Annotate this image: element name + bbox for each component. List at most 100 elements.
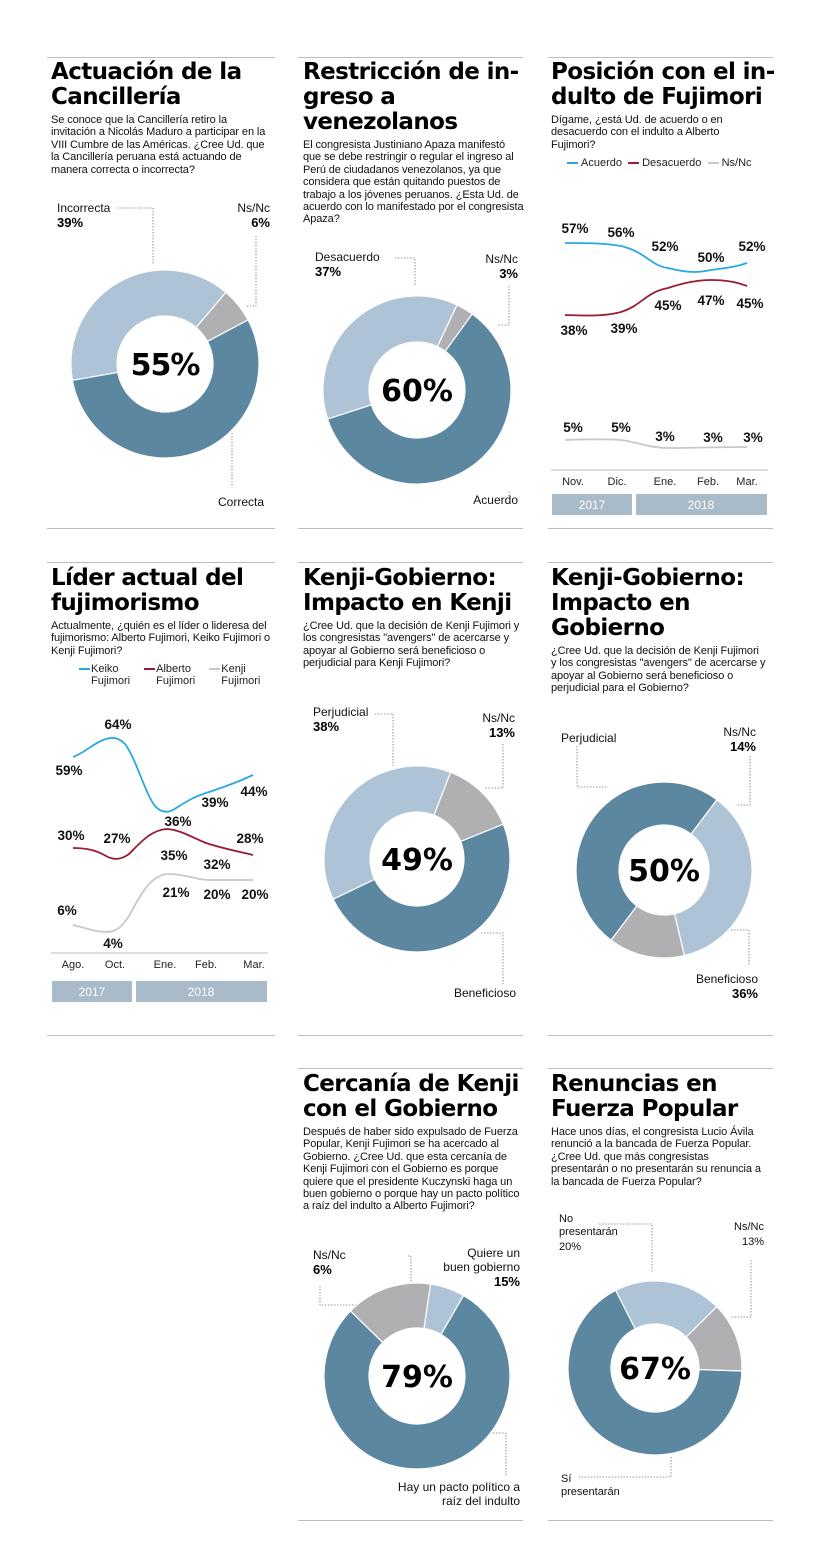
data-label: 56% xyxy=(607,225,634,240)
title-line: dulto de Fujimori xyxy=(551,84,763,110)
x-tick: Mar. xyxy=(243,959,264,971)
label-text: Perjudicial xyxy=(313,705,369,719)
label-perjudicial: Perjudicial xyxy=(561,731,617,745)
divider xyxy=(47,562,275,563)
donut-chart: 60% xyxy=(322,257,512,500)
panel-title: Actuación de la Cancillería xyxy=(51,60,278,110)
line-chart: 59% 64% 35% 39% 44% 30% 27% 36% 32% 28% … xyxy=(51,717,269,1002)
divider xyxy=(298,1068,523,1069)
donut-segment-acuerdo xyxy=(326,313,512,485)
label-pct: 13% xyxy=(488,725,515,740)
panel-description: Dígame, ¿está Ud. de acuerdo o en desacu… xyxy=(551,114,723,151)
panel-description: ¿Cree Ud. que la decisión de Kenji Fujim… xyxy=(303,620,520,670)
divider xyxy=(298,1035,523,1036)
label-text: buen gobierno xyxy=(443,1260,520,1274)
title-line: Fuerza Popular xyxy=(551,1096,738,1122)
title-line: Cancillería xyxy=(51,84,181,110)
label-text: Ns/Nc xyxy=(313,1248,346,1262)
panel-description: Actualmente, ¿quién es el líder o lidere… xyxy=(51,620,271,657)
title-line: Restricción de in- xyxy=(303,59,519,85)
donut-chart: 50% xyxy=(575,746,753,966)
x-tick: Ago. xyxy=(62,959,85,971)
panel-lider: Líder actual del fujimorismo Actualmente… xyxy=(51,566,278,1034)
divider xyxy=(548,1035,773,1036)
panel-cancilleria: Actuación de la Cancillería Se conoce qu… xyxy=(51,60,278,528)
legend-item-acuerdo: Acuerdo xyxy=(567,157,622,169)
legend-label: Fujimori xyxy=(156,675,196,688)
donut-segments xyxy=(567,1280,743,1456)
panel-title: Líder actual del fujimorismo xyxy=(51,566,278,616)
legend-label: Ns/Nc xyxy=(721,157,752,170)
data-labels-alberto: 30% 27% 36% 32% 28% xyxy=(57,814,263,872)
donut-segment-ns-nc xyxy=(433,771,505,843)
donut-segment-beneficioso xyxy=(673,798,753,957)
panel-impacto-kenji: Kenji-Gobierno: Impacto en Kenji ¿Cree U… xyxy=(303,566,530,1034)
label-pct: 15% xyxy=(493,1274,520,1289)
label-nsnc: Ns/Nc 6% xyxy=(313,1248,346,1277)
title-line: Renuncias en xyxy=(551,1071,718,1097)
data-label: 45% xyxy=(654,298,681,313)
donut-segment-ns-nc xyxy=(195,291,249,343)
data-label: 36% xyxy=(164,814,191,829)
x-tick: Nov. xyxy=(562,476,584,488)
label-perjudicial: Perjudicial 38% xyxy=(313,705,368,734)
data-labels-keiko: 59% 64% 35% 39% 44% xyxy=(55,717,267,863)
data-label: 3% xyxy=(743,430,763,445)
legend-label: Kenji xyxy=(221,663,246,676)
title-line: Actuación de la xyxy=(51,59,242,85)
label-pct: 3% xyxy=(499,266,518,281)
legend-label: Fujimori xyxy=(91,675,131,688)
data-label: 64% xyxy=(104,717,131,732)
line-chart: 57% 56% 52% 50% 52% 38% 39% 45% 47% 45% … xyxy=(551,221,768,515)
legend-label: Acuerdo xyxy=(581,157,622,170)
label-nsnc: Ns/Nc 14% xyxy=(723,725,756,754)
panel-impacto-gobierno: Kenji-Gobierno: Impacto en Gobierno ¿Cre… xyxy=(551,566,778,1034)
label-acuerdo: Acuerdo xyxy=(473,493,518,507)
panel-title: Kenji-Gobierno: Impacto en Gobierno xyxy=(551,566,778,641)
donut-segments xyxy=(70,269,260,459)
data-label: 47% xyxy=(697,293,724,308)
data-label: 35% xyxy=(160,848,187,863)
panel-title: Restricción de in- greso a venezolanos xyxy=(303,60,530,135)
data-label: 50% xyxy=(697,250,724,265)
label-pct: 38% xyxy=(313,719,340,734)
label-pct: 37% xyxy=(315,264,342,279)
data-labels-nsnc: 5% 5% 3% 3% 3% xyxy=(563,420,763,445)
donut-segments xyxy=(322,295,512,485)
chart-legend: Keiko Fujimori Alberto Fujimori Kenji Fujim… xyxy=(79,663,278,687)
title-line: Cercanía de Kenji xyxy=(303,1071,519,1097)
x-tick: Feb. xyxy=(697,476,719,488)
label-beneficioso: Beneficioso 36% xyxy=(696,972,758,1001)
label-text: Quiere un xyxy=(467,1246,520,1260)
data-label: 20% xyxy=(241,887,268,902)
legend-item-nsnc: Ns/Nc xyxy=(707,157,752,170)
x-tick: Ene. xyxy=(154,959,177,971)
legend-item-kenji: Kenji Fujimori xyxy=(209,663,260,687)
data-label: 3% xyxy=(703,430,723,445)
legend-label: Keiko xyxy=(91,663,119,676)
data-label: 21% xyxy=(162,885,189,900)
year-bar-2018 xyxy=(136,981,267,1002)
legend-item-desacuerdo: Desacuerdo xyxy=(628,157,701,169)
title-line: Líder actual del xyxy=(51,565,244,591)
label-pct: 6% xyxy=(313,1262,332,1277)
donut-center-value: 55% xyxy=(131,348,201,383)
donut-center-value: 67% xyxy=(619,1352,691,1387)
donut-segment-ns-nc xyxy=(436,304,474,353)
label-si-presentaran: Sí presentarán xyxy=(561,1473,620,1499)
divider xyxy=(548,562,773,563)
data-label: 52% xyxy=(651,239,678,254)
data-label: 6% xyxy=(57,903,77,918)
label-nsnc: Ns/Nc 3% xyxy=(485,252,518,281)
title-line: Kenji-Gobierno: xyxy=(303,565,497,591)
divider xyxy=(47,57,275,58)
label-nsnc: Ns/Nc 6% xyxy=(237,201,270,230)
donut-segment-ns-nc xyxy=(685,1305,743,1372)
year-bar-2017 xyxy=(552,494,632,515)
donut-center-value: 79% xyxy=(381,1360,453,1395)
title-line: Posición con el in- xyxy=(551,59,775,85)
label-text: No xyxy=(559,1213,574,1225)
label-pacto: Hay un pacto político a raíz del indulto xyxy=(398,1480,520,1508)
label-text: Beneficioso xyxy=(695,972,758,986)
donut-center-value: 60% xyxy=(381,374,453,409)
